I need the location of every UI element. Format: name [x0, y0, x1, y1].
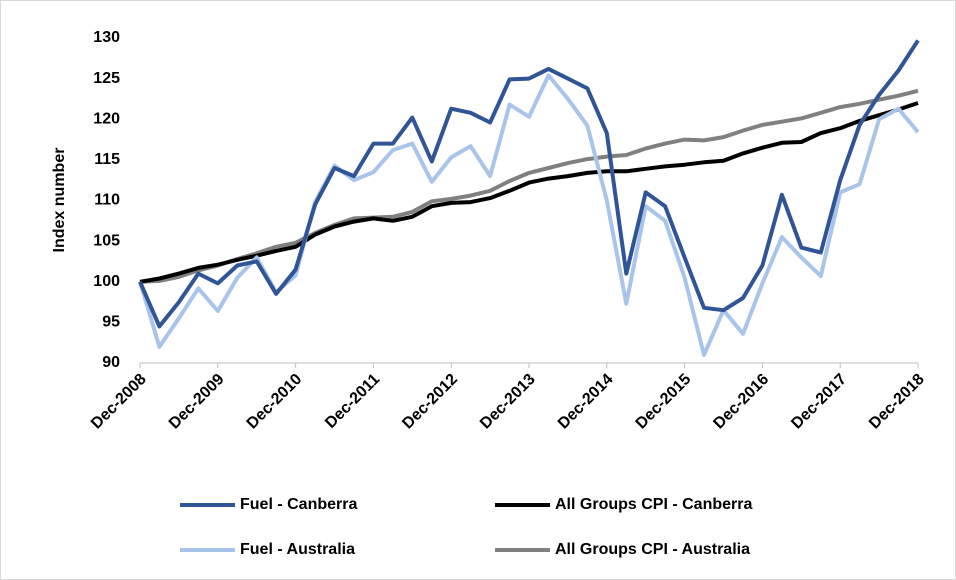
legend-label: Fuel - Canberra	[240, 496, 357, 513]
legend-label: All Groups CPI - Canberra	[555, 496, 752, 513]
legend-label: All Groups CPI - Australia	[555, 541, 750, 558]
y-tick-label: 100	[93, 273, 120, 290]
y-tick-label: 115	[94, 151, 120, 168]
series-line	[139, 101, 919, 284]
y-tick-label: 90	[102, 354, 120, 371]
y-axis-label: Index number	[51, 148, 68, 253]
legend-label: Fuel - Australia	[240, 541, 355, 558]
y-tick-label: 105	[93, 232, 120, 249]
y-tick-label: 130	[93, 29, 120, 46]
series-line	[138, 39, 920, 329]
y-tick-label: 95	[102, 314, 120, 331]
y-tick-label: 125	[93, 70, 120, 87]
y-tick-label: 110	[94, 192, 120, 209]
series-line	[139, 88, 919, 284]
y-tick-label: 120	[93, 110, 120, 127]
